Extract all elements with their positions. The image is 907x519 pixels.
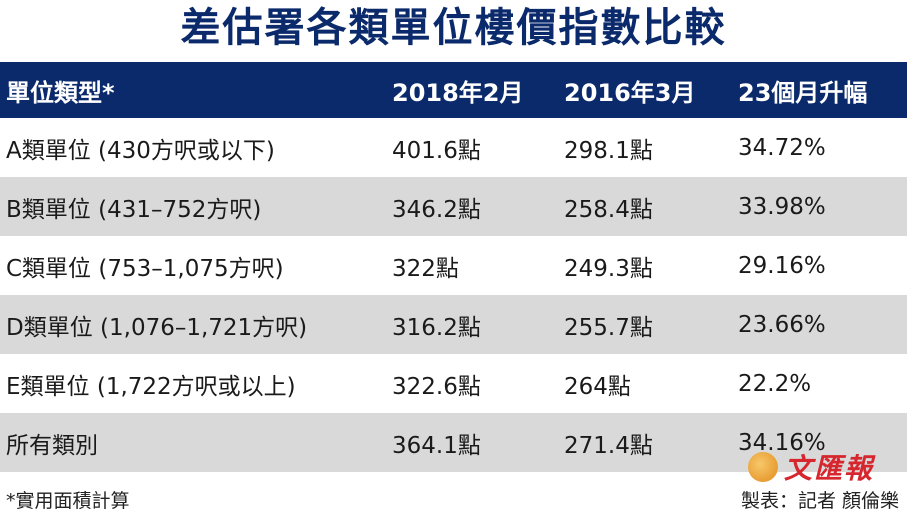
table-row: A類單位 (430方呎或以下) 401.6點 298.1點 34.72% [0,118,907,177]
row-2016-value: 264點 [564,373,631,400]
row-2016-value: 298.1點 [564,137,653,164]
table-row: 所有類別 364.1點 271.4點 34.16% [0,413,907,472]
row-2018-value: 316.2點 [392,314,481,341]
row-2018-value: 346.2點 [392,196,481,223]
table-row: C類單位 (753–1,075方呎) 322點 249.3點 29.16% [0,236,907,295]
row-2016-value: 271.4點 [564,432,653,459]
row-2016-value: 249.3點 [564,255,653,282]
row-unit-type: D類單位 (1,076–1,721方呎) [6,314,308,341]
header-unit-type: 單位類型* [6,78,115,107]
row-rise-value: 33.98% [738,193,826,220]
header-2018-feb: 2018年2月 [392,78,524,107]
row-2018-value: 364.1點 [392,432,481,459]
table-row: D類單位 (1,076–1,721方呎) 316.2點 255.7點 23.66… [0,295,907,354]
row-2016-value: 258.4點 [564,196,653,223]
table-row: E類單位 (1,722方呎或以上) 322.6點 264點 22.2% [0,354,907,413]
wenweipo-logo: 文匯報 [748,446,903,488]
row-2018-value: 322.6點 [392,373,481,400]
row-2018-value: 401.6點 [392,137,481,164]
row-unit-type: 所有類別 [6,432,98,459]
row-rise-value: 22.2% [738,370,812,397]
row-unit-type: B類單位 (431–752方呎) [6,196,262,223]
row-rise-value: 34.72% [738,134,826,161]
row-2016-value: 255.7點 [564,314,653,341]
row-unit-type: A類單位 (430方呎或以下) [6,137,275,164]
row-unit-type: E類單位 (1,722方呎或以上) [6,373,296,400]
credit-line: 製表：記者 顏倫樂 [740,490,899,512]
row-rise-value: 23.66% [738,311,826,338]
wenweipo-logo-icon [748,452,778,482]
header-2016-mar: 2016年3月 [564,78,696,107]
table-row: B類單位 (431–752方呎) 346.2點 258.4點 33.98% [0,177,907,236]
row-2018-value: 322點 [392,255,459,282]
page-title: 差估署各類單位樓價指數比較 [180,5,727,51]
logo-text: 文匯報 [784,452,875,485]
footnote: *實用面積計算 [6,490,130,512]
row-rise-value: 34.16% [738,429,826,456]
header-23-month-rise: 23個月升幅 [738,78,868,107]
data-table: 單位類型* 2018年2月 2016年3月 23個月升幅 A類單位 (430方呎… [0,62,907,472]
table-header-row: 單位類型* 2018年2月 2016年3月 23個月升幅 [0,62,907,118]
row-unit-type: C類單位 (753–1,075方呎) [6,255,284,282]
row-rise-value: 29.16% [738,252,826,279]
